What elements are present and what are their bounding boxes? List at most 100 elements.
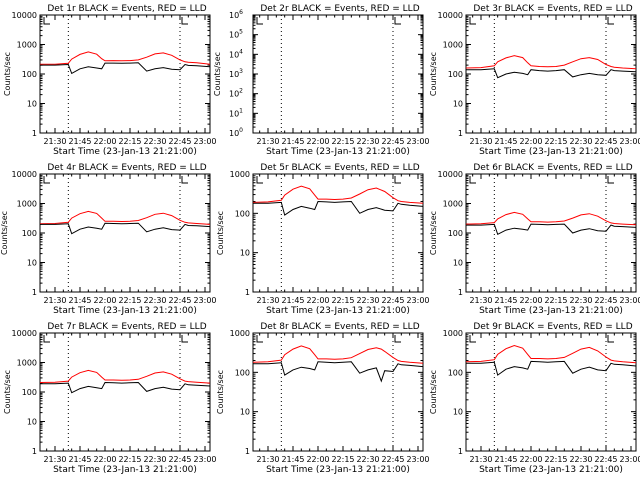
panel-title: Det 3r BLACK = Events, RED = LLD — [473, 4, 632, 14]
y-tick-label: 1 — [32, 288, 37, 297]
corner-marker — [181, 17, 188, 25]
y-tick-label: 1 — [245, 447, 250, 456]
x-tick-label: 22:30 — [569, 296, 592, 305]
x-tick-label: 23:00 — [619, 137, 640, 146]
series-line-lld — [252, 185, 424, 204]
panel-title: Det 8r BLACK = Events, RED = LLD — [260, 322, 419, 332]
axes-frame — [39, 14, 211, 134]
y-axis-label: Counts/sec — [3, 52, 12, 96]
x-tick-label: 22:00 — [519, 296, 542, 305]
x-tick-label: 22:30 — [356, 296, 379, 305]
series-line-events — [466, 360, 637, 376]
y-tick-label: 100 — [22, 388, 37, 397]
y-tick-label: 1000 — [230, 329, 250, 338]
corner-marker — [394, 176, 401, 184]
axes-frame — [39, 332, 211, 452]
series-line-lld — [465, 211, 637, 226]
y-tick-label: 1 — [32, 447, 37, 456]
corner-marker — [469, 335, 476, 343]
x-tick-label: 22:15 — [331, 296, 354, 305]
x-tick-label: 21:30 — [43, 137, 66, 146]
panel-det-1r: Det 1r BLACK = Events, RED = LLD 1 10 100 10… — [3, 4, 217, 157]
x-tick-label: 22:45 — [381, 137, 404, 146]
corner-marker — [607, 335, 614, 343]
x-tick-label: 22:30 — [143, 137, 166, 146]
y-tick-label: 10 — [453, 408, 463, 417]
x-tick-label: 22:45 — [168, 137, 191, 146]
panel-det-2r: Det 2r BLACK = Events, RED = LLD 100 101 10… — [213, 4, 430, 157]
x-tick-label: 21:45 — [68, 455, 91, 464]
panel-det-8r: Det 8r BLACK = Events, RED = LLD 1 10 100 10… — [216, 322, 430, 475]
x-tick-label: 23:00 — [619, 455, 640, 464]
y-axis-label: Counts/sec — [3, 370, 12, 414]
y-tick-label: 106 — [229, 9, 243, 20]
x-axis-label: Start Time (23-Jan-13 21:21:00) — [479, 147, 623, 157]
axes-frame — [39, 173, 211, 293]
x-tick-label: 21:30 — [469, 137, 492, 146]
x-tick-label: 23:00 — [193, 137, 216, 146]
y-tick-label: 10000 — [12, 170, 37, 179]
corner-marker — [394, 335, 401, 343]
y-tick-label: 10000 — [438, 170, 463, 179]
x-tick-label: 21:45 — [281, 455, 304, 464]
x-tick-label: 22:00 — [93, 455, 116, 464]
x-tick-label: 23:00 — [619, 296, 640, 305]
y-tick-label: 10 — [27, 259, 37, 268]
y-axis-label: Counts/sec — [213, 52, 222, 96]
x-axis-label: Start Time (23-Jan-13 21:21:00) — [53, 465, 197, 475]
y-tick-label: 1 — [458, 447, 463, 456]
y-tick-label: 1000 — [17, 41, 37, 50]
x-tick-label: 22:30 — [356, 137, 379, 146]
x-tick-label: 21:45 — [281, 137, 304, 146]
y-tick-label: 100 — [22, 70, 37, 79]
x-tick-label: 22:30 — [143, 455, 166, 464]
y-tick-label: 1 — [245, 288, 250, 297]
x-tick-label: 21:45 — [494, 137, 517, 146]
x-tick-label: 22:15 — [118, 296, 141, 305]
axes-frame — [252, 332, 424, 452]
y-tick-label: 10 — [27, 418, 37, 427]
corner-marker — [394, 17, 401, 25]
y-tick-label: 102 — [229, 88, 243, 99]
corner-marker — [43, 176, 50, 184]
y-tick-label: 10 — [240, 249, 250, 258]
x-tick-label: 22:00 — [519, 137, 542, 146]
y-tick-label: 1000 — [443, 41, 463, 50]
x-tick-label: 22:00 — [306, 137, 329, 146]
x-tick-label: 22:00 — [519, 455, 542, 464]
x-tick-label: 22:45 — [381, 296, 404, 305]
y-tick-label: 1 — [32, 129, 37, 138]
y-tick-label: 10 — [240, 408, 250, 417]
series-line-lld — [252, 345, 424, 364]
series-line-lld — [40, 51, 211, 65]
y-tick-label: 1000 — [17, 359, 37, 368]
y-tick-label: 100 — [448, 368, 463, 377]
y-tick-label: 1 — [458, 288, 463, 297]
x-tick-label: 22:15 — [118, 137, 141, 146]
x-tick-label: 21:30 — [43, 296, 66, 305]
corner-marker — [256, 176, 263, 184]
x-tick-label: 21:45 — [68, 296, 91, 305]
y-tick-label: 100 — [235, 209, 250, 218]
x-tick-label: 22:15 — [544, 455, 567, 464]
x-tick-label: 22:00 — [306, 296, 329, 305]
x-axis-label: Start Time (23-Jan-13 21:21:00) — [266, 147, 410, 157]
y-tick-label: 103 — [229, 68, 243, 79]
x-tick-label: 22:30 — [569, 455, 592, 464]
axes-frame — [252, 14, 424, 134]
panel-title: Det 4r BLACK = Events, RED = LLD — [47, 163, 206, 173]
y-axis-label: Counts/sec — [0, 211, 9, 255]
panel-title: Det 6r BLACK = Events, RED = LLD — [473, 163, 632, 173]
x-tick-label: 22:15 — [118, 455, 141, 464]
x-tick-label: 21:30 — [469, 455, 492, 464]
series-line-events — [253, 200, 424, 216]
x-tick-label: 21:45 — [494, 296, 517, 305]
y-axis-label: Counts/sec — [429, 211, 438, 255]
y-tick-label: 10000 — [438, 11, 463, 20]
y-axis-label: Counts/sec — [429, 52, 438, 96]
panel-det-6r: Det 6r BLACK = Events, RED = LLD 1 10 100 10… — [429, 163, 640, 316]
axes-frame — [465, 332, 637, 452]
series-line-lld — [39, 210, 211, 225]
series-line-events — [40, 62, 211, 75]
corner-marker — [181, 335, 188, 343]
